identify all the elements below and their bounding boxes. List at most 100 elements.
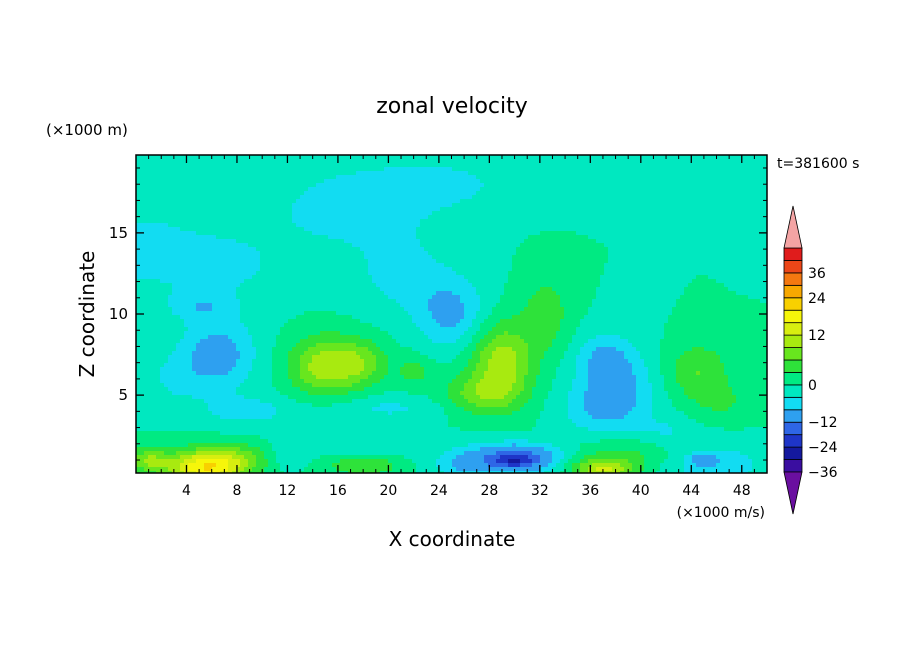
contour-cell — [560, 471, 573, 474]
contour-cell — [136, 399, 205, 404]
contour-cell — [456, 271, 509, 276]
contour-cell — [452, 291, 477, 296]
contour-cell — [308, 347, 369, 352]
contour-cell — [164, 383, 241, 388]
contour-cell — [552, 451, 565, 456]
contour-cell — [240, 355, 257, 360]
contour-cell — [512, 387, 525, 392]
contour-cell — [468, 399, 513, 404]
contour-cell — [300, 367, 309, 372]
contour-cell — [164, 363, 193, 368]
contour-cell — [484, 455, 501, 460]
contour-cell — [580, 351, 593, 356]
contour-cell — [600, 283, 689, 288]
contour-cell — [380, 471, 417, 474]
contour-cell — [532, 391, 549, 396]
contour-cell — [484, 371, 517, 376]
contour-cell — [532, 395, 549, 400]
contour-cell — [568, 403, 585, 408]
contour-cell — [516, 375, 525, 380]
contour-cell — [588, 235, 768, 240]
contour-cell — [528, 363, 541, 368]
contour-cell — [300, 387, 365, 392]
contour-cell — [412, 319, 437, 324]
contour-cell — [192, 355, 241, 360]
contour-cell — [136, 199, 297, 204]
contour-cell — [292, 203, 453, 208]
contour-cell — [324, 179, 481, 184]
contour-cell — [408, 391, 449, 396]
x-tick-label: 36 — [581, 483, 599, 499]
contour-cell — [696, 463, 717, 468]
colorbar-swatch — [783, 297, 803, 311]
contour-cell — [536, 375, 557, 380]
contour-cell — [280, 467, 305, 472]
contour-cell — [264, 467, 281, 472]
contour-cell — [236, 451, 253, 456]
contour-cell — [136, 251, 261, 256]
contour-cell — [596, 467, 613, 472]
contour-cell — [388, 411, 393, 416]
contour-cell — [736, 291, 768, 296]
contour-cell — [272, 383, 293, 388]
contour-cell — [644, 463, 661, 468]
contour-cell — [404, 455, 441, 460]
contour-cell — [500, 299, 529, 304]
contour-cell — [380, 347, 413, 352]
contour-cell — [136, 291, 173, 296]
contour-cell — [652, 383, 665, 388]
contour-cell — [136, 191, 305, 196]
contour-cell — [456, 355, 473, 360]
contour-cell — [196, 471, 221, 474]
contour-cell — [524, 307, 565, 312]
contour-cell — [472, 351, 481, 356]
contour-cell — [136, 359, 169, 364]
contour-cell — [272, 347, 293, 352]
contour-cell — [280, 327, 381, 332]
contour-cell — [448, 383, 465, 388]
contour-cell — [560, 459, 569, 464]
contour-cell — [444, 407, 465, 412]
contour-cell — [136, 271, 257, 276]
contour-cell — [652, 395, 669, 400]
contour-cell — [296, 343, 317, 348]
contour-cell — [280, 463, 309, 468]
contour-cell — [544, 447, 561, 452]
contour-cell — [300, 195, 473, 200]
contour-cell — [688, 415, 768, 420]
contour-cell — [588, 411, 629, 416]
contour-cell — [236, 287, 381, 292]
contour-cell — [428, 215, 768, 220]
contour-cell — [416, 463, 437, 468]
contour-cell — [472, 339, 481, 344]
contour-cell — [164, 451, 177, 456]
contour-cell — [496, 335, 521, 340]
contour-cell — [420, 351, 461, 356]
contour-cell — [360, 355, 377, 360]
contour-cell — [252, 339, 277, 344]
x-axis: 4 8 12 16 20 24 28 32 36 40 44 48 — [148, 155, 755, 499]
contour-cell — [240, 307, 405, 312]
colorbar-tick-label: 36 — [808, 266, 826, 282]
contour-cell — [696, 419, 768, 424]
contour-cell — [576, 327, 665, 332]
contour-cell — [652, 407, 677, 412]
contour-cell — [560, 327, 577, 332]
contour-cell — [676, 407, 713, 412]
contour-cell — [636, 395, 653, 400]
contour-cell — [136, 371, 161, 376]
contour-cell — [400, 343, 469, 348]
contour-cell — [524, 403, 545, 408]
contour-cell — [388, 367, 401, 372]
contour-cell — [144, 459, 185, 464]
contour-cell — [308, 367, 365, 372]
contour-cell — [584, 403, 637, 408]
contour-cell — [676, 303, 768, 308]
contour-cell — [388, 363, 405, 368]
contour-cell — [420, 223, 768, 228]
contour-cell — [652, 387, 665, 392]
contour-cell — [364, 255, 433, 260]
contour-cell — [684, 459, 693, 464]
contour-cell — [572, 339, 589, 344]
contour-cell — [172, 291, 237, 296]
